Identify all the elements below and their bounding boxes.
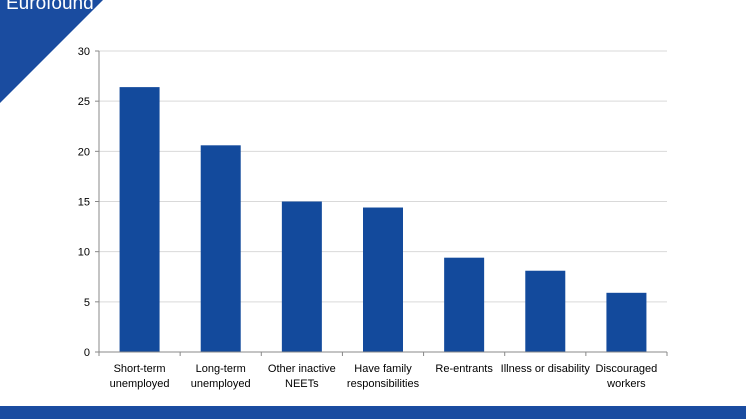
x-category-label: unemployed — [110, 378, 170, 390]
x-category-label: Short-term — [114, 363, 166, 375]
corner-triangle — [0, 0, 103, 103]
y-tick-label: 0 — [84, 347, 90, 359]
y-tick-label: 25 — [78, 96, 90, 108]
x-category-label: Discouraged — [596, 363, 658, 375]
x-category-label: NEETs — [285, 378, 319, 390]
x-category-label: workers — [606, 378, 646, 390]
y-axis-tick-labels: 0 5 10 15 20 25 30 — [78, 46, 90, 359]
footer-bar — [0, 406, 746, 419]
x-category-label: Have family — [354, 363, 412, 375]
y-tick-label: 5 — [84, 297, 90, 309]
bar — [119, 87, 160, 353]
x-category-label: Long-term — [196, 363, 246, 375]
bar — [200, 145, 241, 352]
y-tick-label: 30 — [78, 46, 90, 58]
x-category-label: Re-entrants — [435, 363, 493, 375]
y-tick-label: 10 — [78, 247, 90, 259]
bar-chart: 0 5 10 15 20 25 30 Short-term unemployed Long-te… — [78, 46, 668, 390]
bar — [444, 257, 485, 352]
bar — [281, 201, 322, 352]
bar — [525, 270, 566, 352]
bars — [119, 87, 647, 353]
x-category-label: Illness or disability — [501, 363, 591, 375]
x-axis-category-labels: Short-term unemployed Long-term unemployed O… — [110, 363, 658, 390]
corner-brand-banner — [0, 0, 103, 103]
bar — [363, 207, 403, 352]
axes — [98, 51, 668, 356]
x-category-label: unemployed — [191, 378, 251, 390]
bar — [606, 292, 647, 352]
y-tick-label: 15 — [78, 197, 90, 209]
x-category-label: responsibilities — [347, 378, 420, 390]
x-category-label: Other inactive — [268, 363, 336, 375]
eurofound-logo-text: Eurofound — [6, 0, 94, 14]
y-tick-label: 20 — [78, 146, 90, 158]
